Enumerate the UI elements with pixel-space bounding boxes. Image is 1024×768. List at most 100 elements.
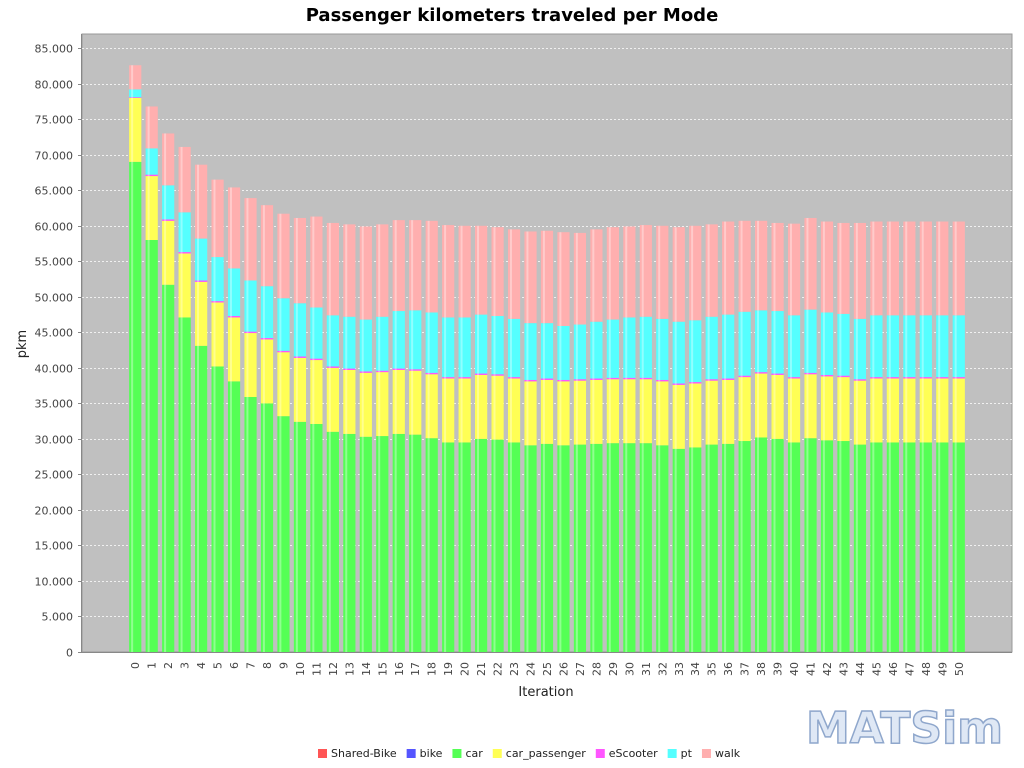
bar-segment-car <box>392 433 405 652</box>
bar-stack <box>705 224 718 652</box>
bar-segment-car_passenger <box>293 357 307 422</box>
legend-item-walk: walk <box>701 747 741 760</box>
bar-highlight <box>262 339 265 404</box>
legend-swatch <box>667 749 677 758</box>
bar-segment-car_passenger <box>936 378 949 443</box>
bar-highlight <box>493 374 496 376</box>
x-tick-label: 7 <box>245 662 258 669</box>
bar-segment-car_passenger <box>211 302 224 367</box>
bar-segment-walk <box>936 221 949 316</box>
x-tick-label: 4 <box>195 662 208 669</box>
bar-highlight <box>773 373 776 375</box>
bar-highlight <box>378 372 381 437</box>
bar-highlight <box>509 229 512 319</box>
y-tick-label: 80.000 <box>35 79 74 92</box>
bar-segment-walk <box>919 221 932 316</box>
bar-segment-car <box>952 442 965 652</box>
bar-segment-pt <box>853 318 867 380</box>
bar-segment-car_passenger <box>145 176 158 240</box>
bar-highlight <box>905 315 908 378</box>
bar-highlight <box>460 225 463 318</box>
bar-highlight <box>839 313 842 376</box>
bar-segment-eScooter <box>606 377 619 380</box>
bar-segment-eScooter <box>343 368 356 370</box>
y-tick-label: 0 <box>66 647 73 660</box>
bar-highlight <box>312 360 315 424</box>
bar-segment-walk <box>853 222 867 319</box>
bar-highlight <box>509 377 512 379</box>
bar-segment-eScooter <box>507 377 521 379</box>
bar-segment-car <box>244 396 257 652</box>
legend-swatch <box>406 749 416 758</box>
bar-stack <box>425 220 438 652</box>
bar-highlight <box>229 317 232 382</box>
bars-layer <box>129 65 965 653</box>
bar-segment-pt <box>540 323 554 379</box>
x-tick-label: 42 <box>821 662 834 676</box>
bar-segment-car_passenger <box>524 381 537 446</box>
bar-stack <box>903 221 916 652</box>
bar-highlight <box>477 438 480 652</box>
bar-highlight <box>328 315 331 367</box>
bar-segment-car_passenger <box>162 220 175 285</box>
bar-highlight <box>509 378 512 443</box>
x-tick-label: 14 <box>360 662 373 676</box>
bar-segment-car <box>359 436 372 652</box>
bar-highlight <box>625 379 628 444</box>
bar-highlight <box>460 317 463 378</box>
x-tick-label: 9 <box>277 662 290 669</box>
bar-segment-pt <box>211 257 224 302</box>
y-tick-label: 30.000 <box>35 434 74 447</box>
x-tick-label: 43 <box>837 662 850 676</box>
bar-segment-eScooter <box>919 377 932 379</box>
bar-stack <box>343 224 356 652</box>
bar-highlight <box>757 373 760 438</box>
bar-highlight <box>246 280 249 332</box>
bar-highlight <box>262 338 265 340</box>
y-tick-label: 85.000 <box>35 43 74 56</box>
bar-highlight <box>954 221 957 316</box>
y-tick-label: 5.000 <box>42 611 74 624</box>
bar-highlight <box>180 252 183 254</box>
bar-segment-car <box>260 403 274 652</box>
bar-highlight <box>806 309 809 373</box>
bar-highlight <box>295 217 298 304</box>
bar-stack <box>540 230 554 652</box>
bar-segment-car_passenger <box>606 379 619 444</box>
bar-highlight <box>213 366 216 652</box>
bar-segment-car <box>919 442 932 652</box>
x-tick-label: 2 <box>162 662 175 669</box>
bar-stack <box>787 223 801 652</box>
bar-stack <box>244 198 257 652</box>
x-axis: 0 1 2 3 4 5 6 7 8 9 10 11 12 13 14 15 16 17 18 19 20 21 22 23 24… <box>82 652 1012 676</box>
bar-highlight <box>164 219 167 221</box>
bar-segment-car <box>145 240 158 652</box>
bar-highlight <box>180 146 183 213</box>
bar-segment-car <box>936 442 949 652</box>
bar-highlight <box>954 377 957 379</box>
bar-segment-walk <box>491 227 504 317</box>
bar-segment-car <box>722 443 735 652</box>
bar-highlight <box>625 377 628 380</box>
bar-segment-eScooter <box>656 379 669 382</box>
bar-segment-eScooter <box>886 377 899 379</box>
bar-segment-pt <box>804 309 817 373</box>
y-tick-label: 65.000 <box>35 185 74 198</box>
bar-stack <box>771 222 784 652</box>
x-tick-label: 36 <box>722 662 735 676</box>
bar-segment-pt <box>919 315 932 378</box>
bar-segment-eScooter <box>376 370 389 373</box>
bar-segment-pt <box>656 318 669 380</box>
matsim-logo: MATSim <box>806 703 1003 754</box>
bar-segment-pt <box>507 318 521 378</box>
legend-item-pt: pt <box>667 747 693 760</box>
bar-highlight <box>345 316 348 369</box>
y-tick-label: 60.000 <box>35 221 74 234</box>
bar-segment-car_passenger <box>639 379 652 444</box>
bar-highlight <box>822 440 825 652</box>
bar-highlight <box>839 222 842 314</box>
y-tick-label: 20.000 <box>35 505 74 518</box>
bar-segment-eScooter <box>442 377 455 379</box>
bar-highlight <box>262 286 265 339</box>
legend-swatch <box>318 749 327 758</box>
